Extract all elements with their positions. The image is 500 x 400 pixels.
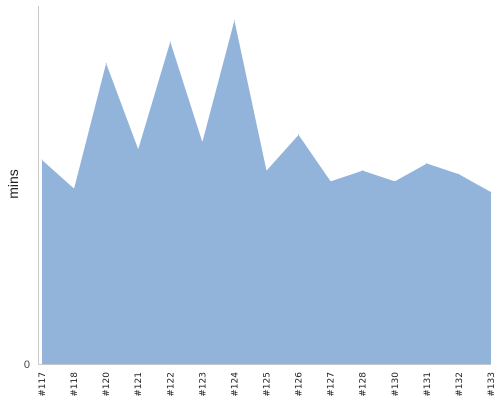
data-point [73,188,75,190]
x-tick-label: #131 [423,372,433,397]
x-tick-label: #122 [166,372,176,397]
data-point [137,148,139,150]
data-point [201,141,203,143]
x-tick-label: #132 [455,372,465,397]
data-point [330,180,332,182]
y-tick-label: 0 [24,359,30,371]
x-tick-label: #126 [295,372,305,397]
x-tick-label: #127 [327,372,337,397]
x-tick-label: #120 [102,372,112,397]
x-tick-label: #125 [263,372,273,397]
x-tick-label: #130 [391,372,401,397]
data-point [298,134,300,136]
data-point [362,170,364,172]
y-axis-label: mins [5,169,21,199]
data-point [105,62,107,64]
x-tick-label: #128 [359,372,369,397]
x-tick-label: #121 [134,372,144,397]
data-point [41,159,43,161]
data-point [426,163,428,165]
area-series [42,20,491,364]
x-tick-label: #133 [487,372,497,397]
x-tick-label: #123 [198,372,208,397]
data-point [394,180,396,182]
data-point [233,19,235,21]
plot-area [41,19,492,364]
x-tick-labels: #117 #118 #120 #121 #122 #123 #124 #125 #126 #127… [38,372,497,397]
data-point [490,191,492,193]
data-point [458,173,460,175]
data-point [169,41,171,43]
x-tick-label: #124 [230,372,240,397]
data-point [266,170,267,172]
x-tick-label: #117 [38,372,48,397]
x-tick-label: #118 [70,372,80,397]
